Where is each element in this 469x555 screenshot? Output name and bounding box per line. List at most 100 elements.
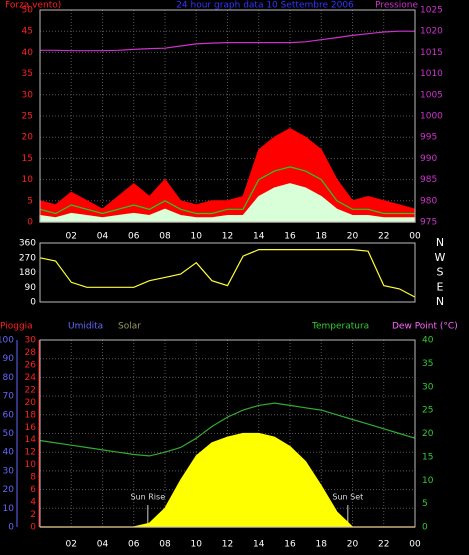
y-tick-label: 6 <box>30 485 36 495</box>
annotation: Sun Rise <box>130 493 165 502</box>
line <box>39 166 415 215</box>
x-tick-label: 02 <box>66 540 77 550</box>
y-tick-label: 2 <box>30 510 36 520</box>
y2-tick-label: W <box>435 251 446 264</box>
y-tick-label: 5 <box>27 196 33 206</box>
y-tick-label: 30 <box>25 336 37 346</box>
y-tick-label: 15 <box>422 452 433 462</box>
y-tick-label: 1005 <box>420 90 443 100</box>
y-tick-label: 1010 <box>420 69 443 79</box>
y-tick-label: 18 <box>25 410 37 420</box>
y-tick-label: 990 <box>420 154 437 164</box>
y-tick-label: 985 <box>420 175 437 185</box>
plot-frame <box>39 339 416 528</box>
y-tick-label: 1025 <box>420 6 443 16</box>
humidity-label: Umidita <box>68 322 103 332</box>
y-tick-label: 22 <box>25 385 36 395</box>
y-tick-label: 995 <box>420 133 437 143</box>
y-tick-label: 8 <box>30 473 36 483</box>
y-axis-label: Forza vento) <box>5 1 61 11</box>
x-tick-label: 22 <box>378 232 389 242</box>
y-tick-label: 100 <box>0 336 14 346</box>
y-tick-label: 15 <box>22 154 33 164</box>
y-tick-label: 0 <box>8 523 14 533</box>
x-tick-label: 02 <box>66 232 77 242</box>
y-tick-label: 180 <box>19 268 36 278</box>
x-tick-label: 18 <box>316 232 328 242</box>
y-tick-label: 50 <box>3 429 15 439</box>
y-tick-label: 20 <box>22 133 34 143</box>
legend-label: Solar <box>118 322 141 332</box>
y2-tick-label: N <box>436 295 444 308</box>
y-tick-label: 25 <box>422 406 433 416</box>
x-tick-label: 10 <box>191 232 203 242</box>
y-tick-label: 35 <box>22 69 33 79</box>
line <box>40 30 415 52</box>
x-tick-label: 16 <box>284 540 296 550</box>
x-tick-label: 12 <box>222 232 233 242</box>
y-tick-label: 0 <box>27 218 33 228</box>
x-tick-label: 14 <box>253 232 265 242</box>
y-tick-label: 5 <box>422 499 428 509</box>
y-tick-label: 80 <box>3 373 15 383</box>
x-tick-label: 12 <box>222 540 233 550</box>
x-tick-label: 20 <box>347 232 359 242</box>
line <box>39 402 416 457</box>
y-tick-label: 20 <box>422 429 434 439</box>
y-tick-label: 90 <box>3 354 15 364</box>
y-tick-label: 28 <box>25 348 37 358</box>
y-tick-label: 10 <box>22 175 34 185</box>
x-tick-label: 08 <box>159 232 171 242</box>
y-tick-label: 40 <box>22 48 34 58</box>
y-tick-label: 12 <box>25 448 36 458</box>
y-tick-label: 30 <box>3 466 15 476</box>
y-tick-label: 25 <box>22 112 33 122</box>
y2-axis-label: Dew Point (°C) <box>392 322 458 332</box>
y2-tick-label: N <box>436 236 444 249</box>
annotation: Sun Set <box>332 493 363 502</box>
y-tick-label: 26 <box>25 360 37 370</box>
y-tick-label: 0 <box>422 523 428 533</box>
line <box>39 249 416 298</box>
y-tick-label: 24 <box>25 373 37 383</box>
y-tick-label: 30 <box>22 90 34 100</box>
x-tick-label: 08 <box>159 540 171 550</box>
plot-frame <box>39 9 416 223</box>
x-tick-label: 10 <box>191 540 203 550</box>
legend-label: Pioggia <box>0 322 33 332</box>
x-tick-label: 04 <box>97 540 109 550</box>
y-tick-label: 16 <box>25 423 37 433</box>
chart-title: 24 hour graph data 10 Settembre 2006 <box>176 1 354 11</box>
x-tick-label: 06 <box>128 540 140 550</box>
plot-frame <box>39 242 416 303</box>
y-tick-label: 0 <box>30 298 36 308</box>
y-tick-label: 1020 <box>420 27 443 37</box>
y-tick-label: 70 <box>3 392 15 402</box>
y-tick-label: 1015 <box>420 48 443 58</box>
y-tick-label: 0 <box>30 523 36 533</box>
area <box>39 183 416 223</box>
x-tick-label: 18 <box>316 540 328 550</box>
x-tick-label: 00 <box>409 540 421 550</box>
y-tick-label: 1000 <box>420 112 443 122</box>
y-tick-label: 30 <box>422 382 434 392</box>
y-tick-label: 10 <box>25 460 37 470</box>
y-tick-label: 60 <box>3 410 15 420</box>
legend-label: Temperatura <box>311 322 369 332</box>
y-tick-label: 40 <box>422 336 434 346</box>
x-tick-label: 06 <box>128 232 140 242</box>
y2-tick-label: E <box>437 280 444 293</box>
x-tick-label: 22 <box>378 540 389 550</box>
y-tick-label: 10 <box>422 476 434 486</box>
y-tick-label: 20 <box>3 485 15 495</box>
y-tick-label: 45 <box>22 27 33 37</box>
y-tick-label: 980 <box>420 196 437 206</box>
x-tick-label: 04 <box>97 232 109 242</box>
y-tick-label: 90 <box>25 283 37 293</box>
y-tick-label: 14 <box>25 435 37 445</box>
y-tick-label: 40 <box>3 448 15 458</box>
y-tick-label: 270 <box>19 253 36 263</box>
y-tick-label: 20 <box>25 398 37 408</box>
y-tick-label: 4 <box>30 498 36 508</box>
